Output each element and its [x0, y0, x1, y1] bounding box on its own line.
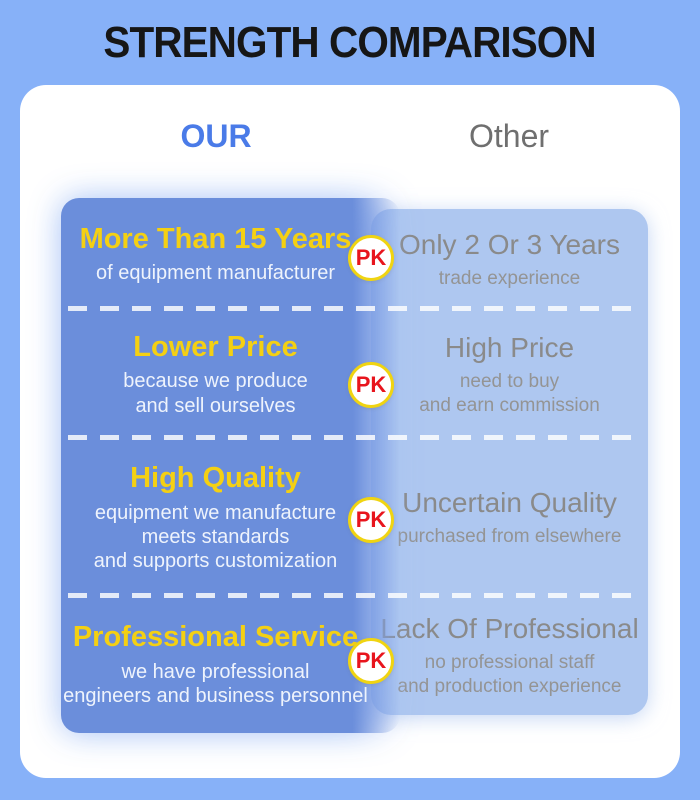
other-row-desc: purchased from elsewhere	[398, 525, 622, 549]
pk-badge: PK	[348, 497, 394, 543]
our-row-title: Lower Price	[133, 330, 298, 363]
other-row-quality: Uncertain Quality purchased from elsewhe…	[371, 439, 648, 597]
our-row-desc: equipment we manufacture meets standards…	[94, 501, 337, 574]
our-row-title: Professional Service	[72, 621, 359, 654]
our-column-header: OUR	[180, 118, 252, 154]
desc-line: because we produce	[123, 370, 308, 393]
our-row-title: More Than 15 Years	[79, 222, 352, 255]
other-row-title: Uncertain Quality	[402, 487, 617, 519]
other-column-header: Other	[468, 118, 550, 154]
our-row-quality: High Quality equipment we manufacture me…	[61, 439, 370, 597]
desc-line: need to buy	[459, 370, 560, 392]
our-row-desc: because we produce and sell ourselves	[123, 369, 308, 418]
our-row-service: Professional Service we have professiona…	[61, 597, 370, 733]
other-row-desc: need to buy and earn commission	[419, 370, 600, 418]
desc-line: purchased from elsewhere	[397, 526, 622, 548]
desc-line: meets standards	[141, 525, 290, 548]
other-row-title: High Price	[444, 331, 575, 363]
page-title-bar: STRENGTH COMPARISON	[0, 14, 700, 72]
comparison-card: OUR Other More Than 15 Years of equipmen…	[20, 85, 680, 778]
desc-line: and earn commission	[419, 394, 600, 416]
other-row-desc: trade experience	[439, 267, 581, 291]
desc-line: and production experience	[397, 676, 622, 698]
dashed-separator	[68, 593, 635, 598]
desc-line: no professional staff	[424, 652, 595, 674]
dashed-separator	[68, 435, 635, 440]
our-panel: More Than 15 Years of equipment manufact…	[61, 198, 400, 733]
our-row-price: Lower Price because we produce and sell …	[61, 310, 370, 439]
page-title: STRENGTH COMPARISON	[103, 18, 597, 67]
dashed-separator	[68, 306, 635, 311]
desc-line: we have professional	[121, 660, 310, 683]
our-row-desc: we have professional engineers and busin…	[63, 660, 368, 709]
other-row-desc: no professional staff and production exp…	[398, 651, 622, 699]
desc-line: trade experience	[438, 267, 581, 289]
other-row-price: High Price need to buy and earn commissi…	[371, 310, 648, 439]
other-row-experience: Only 2 Or 3 Years trade experience	[371, 209, 648, 310]
our-row-title: High Quality	[130, 462, 301, 495]
desc-line: and sell ourselves	[135, 394, 296, 417]
desc-line: engineers and business personnel	[63, 685, 368, 708]
pk-badge: PK	[348, 638, 394, 684]
pk-badge: PK	[348, 362, 394, 408]
pk-badge: PK	[348, 235, 394, 281]
desc-line: and supports customization	[93, 550, 338, 573]
our-row-experience: More Than 15 Years of equipment manufact…	[61, 198, 370, 310]
our-row-desc: of equipment manufacturer	[96, 261, 335, 285]
desc-line: equipment we manufacture	[94, 501, 337, 524]
other-panel: Only 2 Or 3 Years trade experience High …	[371, 209, 648, 715]
other-row-title: Lack Of Professional	[380, 613, 639, 645]
other-row-title: Only 2 Or 3 Years	[398, 228, 620, 260]
other-row-service: Lack Of Professional no professional sta…	[371, 597, 648, 715]
desc-line: of equipment manufacturer	[95, 261, 336, 284]
